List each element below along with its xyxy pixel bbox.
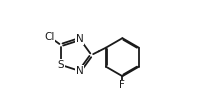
Text: N: N bbox=[76, 34, 84, 44]
Text: N: N bbox=[76, 66, 84, 76]
Text: Cl: Cl bbox=[44, 32, 55, 42]
Text: S: S bbox=[58, 60, 64, 70]
Text: F: F bbox=[119, 80, 125, 90]
